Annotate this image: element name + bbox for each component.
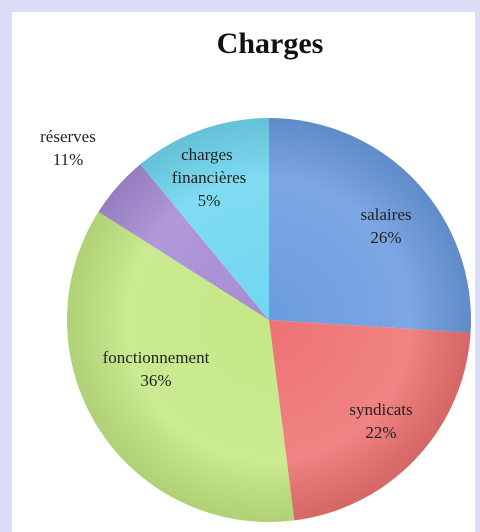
slice-label: fonctionnement [103,348,210,367]
value-label: 5% [198,191,221,210]
value-label: 22% [365,423,396,442]
value-label: 26% [370,228,401,247]
slice-label: salaires [361,205,412,224]
slice-label: syndicats [349,400,412,419]
value-label: 36% [140,371,171,390]
value-label: 11% [53,150,84,169]
slice-label: charges financières [172,145,247,187]
chart-title: Charges [217,27,324,60]
slice-label: réserves [40,127,96,146]
labels: salaires 26% syndicats 22% fonctionnement 36%… [40,127,412,442]
pie [67,118,471,522]
